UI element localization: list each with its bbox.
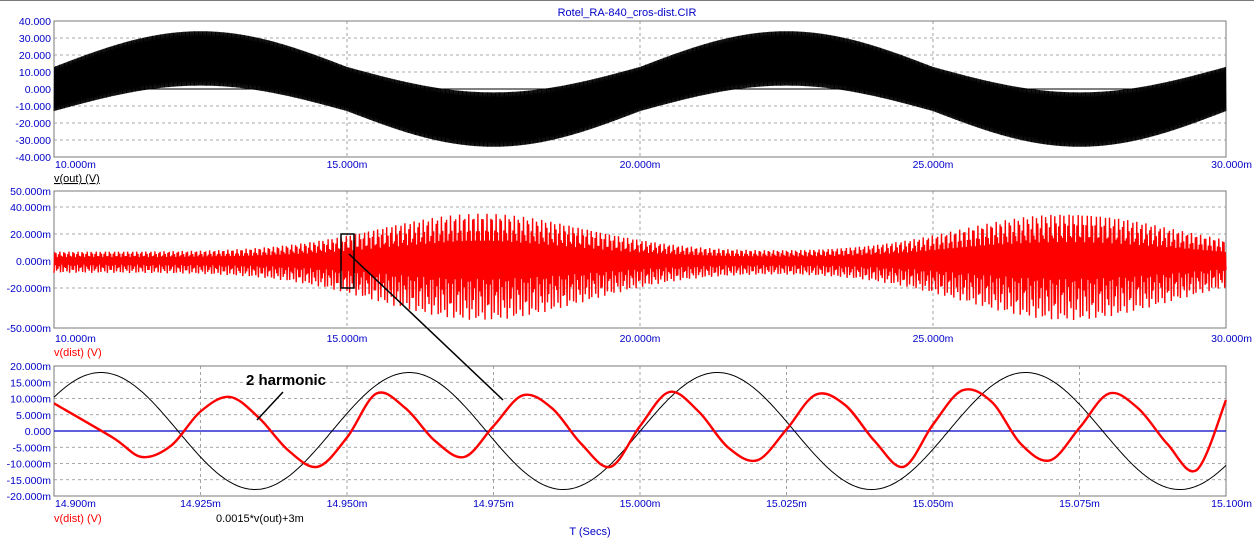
panel-vout: 40.000 30.000 20.000 10.000 0.000 -10.000 -20.… (15, 16, 1252, 171)
zoom-box (340, 233, 355, 289)
y-tick-label: -10.000m (7, 459, 52, 471)
y-tick-label: 0.000m (16, 256, 51, 268)
y-tick-label: 40.000m (10, 202, 51, 214)
x-tick-label: 15.075m (1059, 498, 1100, 510)
y-tick-label: 50.000m (10, 186, 51, 198)
x-tick-label: 15.000m (620, 498, 661, 510)
y-tick-label: -50.000m (7, 323, 52, 335)
x-tick-label: 30.000m (1211, 159, 1252, 171)
x-tick-label: 14.950m (327, 498, 368, 510)
trace-label-scaled-vout: 0.0015*v(out)+3m (216, 513, 304, 525)
x-tick-label: 15.025m (766, 498, 807, 510)
y-tick-label: -20.000m (7, 283, 52, 295)
x-axis-label: T (Secs) (569, 526, 610, 538)
x-tick-label: 10.000m (55, 333, 96, 345)
x-tick-label: 30.000m (1211, 333, 1252, 345)
trace-label-vdist: v(dist) (V) (54, 347, 102, 359)
trace-label-vdist-zoom: v(dist) (V) (54, 513, 102, 525)
y-tick-label: 15.000m (10, 377, 51, 389)
x-tick-label: 14.925m (180, 498, 221, 510)
panel-zoom: 20.000m 15.000m 10.000m 5.000m 0.000 -5.000m -… (7, 361, 1253, 510)
y-tick-label: 30.000 (19, 33, 51, 45)
y-tick-label: 20.000m (10, 229, 51, 241)
annotation-pointer (256, 391, 284, 421)
panel-vdist: 50.000m 40.000m 20.000m 0.000m -20.000m -50.0… (7, 186, 1253, 345)
series-scaled-vout (53, 372, 1227, 490)
y-tick-label: -20.000m (7, 491, 52, 503)
y-tick-label: 20.000 (19, 50, 51, 62)
y-tick-label: -30.000 (15, 135, 51, 147)
y-tick-label: -10.000 (15, 101, 51, 113)
x-tick-label: 25.000m (913, 333, 954, 345)
y-tick-label: 10.000 (19, 67, 51, 79)
x-tick-label: 20.000m (620, 333, 661, 345)
y-tick-label: -40.000 (15, 152, 51, 164)
x-tick-label: 15.050m (913, 498, 954, 510)
x-tick-label: 14.900m (55, 498, 96, 510)
y-tick-label: 0.000 (25, 84, 51, 96)
y-tick-label: -5.000m (12, 442, 51, 454)
series-vout (53, 31, 1227, 147)
y-tick-label: 0.000 (25, 426, 51, 438)
x-tick-label: 10.000m (55, 159, 96, 171)
y-tick-label: 40.000 (19, 16, 51, 28)
series-vdist (53, 213, 1227, 321)
y-tick-label: -15.000m (7, 475, 52, 487)
x-tick-label: 15.100m (1211, 498, 1252, 510)
y-tick-label: 10.000m (10, 394, 51, 406)
series-vdist-zoom (53, 388, 1228, 473)
x-tick-label: 25.000m (913, 159, 954, 171)
zoom-callout-line (348, 253, 504, 401)
x-tick-label: 15.000m (327, 159, 368, 171)
x-tick-label: 15.000m (327, 333, 368, 345)
chart-title: Rotel_RA-840_cros-dist.CIR (558, 7, 697, 19)
y-tick-label: 20.000m (10, 361, 51, 373)
annotation-2-harmonic: 2 harmonic (246, 372, 326, 389)
y-tick-label: 5.000m (16, 410, 51, 422)
x-tick-label: 14.975m (473, 498, 514, 510)
x-tick-label: 20.000m (620, 159, 661, 171)
y-tick-label: -20.000 (15, 118, 51, 130)
trace-label-vout: v(out) (V) (54, 173, 100, 185)
